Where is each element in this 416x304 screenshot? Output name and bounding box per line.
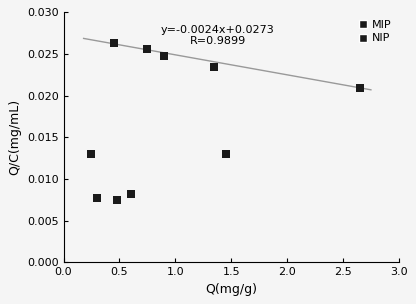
MIP bbox=[357, 86, 363, 91]
Y-axis label: Q/C(mg/mL): Q/C(mg/mL) bbox=[8, 99, 21, 175]
NIP bbox=[94, 196, 100, 201]
MIP bbox=[161, 53, 167, 58]
MIP bbox=[111, 41, 117, 46]
NIP bbox=[222, 151, 229, 156]
MIP bbox=[211, 65, 218, 70]
MIP bbox=[144, 47, 151, 51]
Text: y=-0.0024x+0.0273
R=0.9899: y=-0.0024x+0.0273 R=0.9899 bbox=[161, 25, 275, 47]
Legend: MIP, NIP: MIP, NIP bbox=[356, 18, 393, 46]
NIP bbox=[88, 151, 95, 156]
X-axis label: Q(mg/g): Q(mg/g) bbox=[205, 283, 257, 296]
NIP bbox=[114, 197, 121, 202]
NIP bbox=[127, 192, 134, 196]
